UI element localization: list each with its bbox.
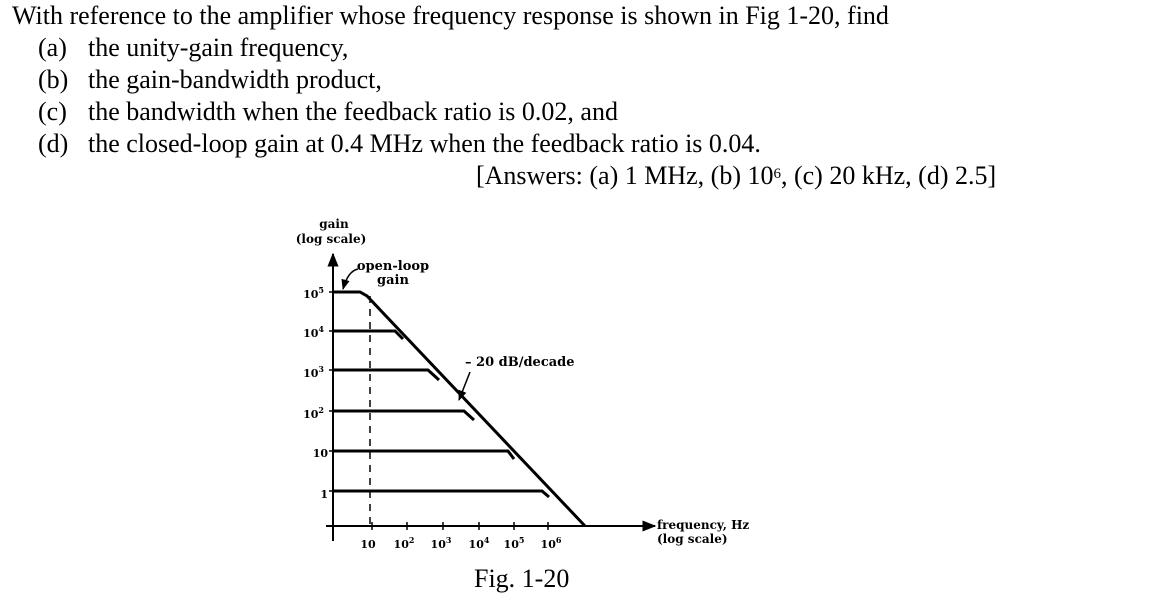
closed-loop-curve-10 [333, 449, 516, 460]
closed-loop-curve-1 [333, 489, 550, 499]
part-label: (d) [38, 129, 69, 158]
closed-loop-curve-1e4 [333, 329, 405, 341]
part-text: the gain-bandwidth product, [88, 65, 382, 94]
question-part-b: (b) the gain-bandwidth product, [38, 64, 382, 96]
part-text: the bandwidth when the feedback ratio is… [88, 97, 618, 126]
y-tick-label: 1 [320, 488, 328, 501]
y-tick-label: 102 [303, 405, 324, 421]
part-text: the unity-gain frequency, [88, 33, 349, 62]
question-part-d: (d) the closed-loop gain at 0.4 MHz when … [38, 128, 761, 160]
answers-prefix: [Answers: (a) 1 MHz, (b) 10 [476, 161, 774, 190]
part-label: (a) [38, 33, 67, 62]
open-loop-label-gain: gain [377, 273, 409, 288]
x-tick-label: 104 [469, 535, 490, 551]
open-loop-arrow [341, 268, 359, 291]
closed-loop-curve-1e3 [333, 368, 441, 382]
part-label: (b) [38, 65, 69, 94]
figure-caption: Fig. 1-20 [474, 564, 570, 593]
x-tick-label: 10 [360, 538, 376, 551]
answers-exponent: 6 [773, 166, 781, 182]
open-loop-label: open-loop [357, 259, 429, 274]
y-tick-label: 104 [303, 324, 324, 340]
x-axis-label-scale: (log scale) [657, 532, 728, 546]
y-axis-label: gain [319, 217, 349, 231]
open-loop-gain-curve [333, 290, 587, 528]
y-tick-label: 103 [303, 364, 324, 380]
answers-line: [Answers: (a) 1 MHz, (b) 106, (c) 20 kHz… [476, 160, 996, 192]
question-part-a: (a) the unity-gain frequency, [38, 32, 348, 64]
question-part-c: (c) the bandwidth when the feedback ratio… [38, 96, 618, 128]
y-tick-label: 105 [303, 285, 324, 301]
x-tick-label: 102 [394, 535, 415, 551]
question-intro: With reference to the amplifier whose fr… [12, 1, 889, 30]
closed-loop-curve-1e2 [333, 409, 476, 422]
y-tick-label: 10 [313, 447, 329, 460]
y-axis-label-scale: (log scale) [296, 232, 367, 246]
slope-label: – 20 dB/decade [465, 355, 575, 370]
answers-suffix: , (c) 20 kHz, (d) 2.5] [780, 161, 997, 190]
x-tick-label: 106 [541, 535, 562, 551]
slope-arrow [458, 371, 471, 401]
x-tick-label: 105 [504, 535, 525, 551]
part-label: (c) [38, 97, 67, 126]
x-tick-label: 103 [431, 535, 452, 551]
part-text: the closed-loop gain at 0.4 MHz when the… [88, 129, 761, 158]
x-axis-label: frequency, Hz [657, 518, 749, 532]
